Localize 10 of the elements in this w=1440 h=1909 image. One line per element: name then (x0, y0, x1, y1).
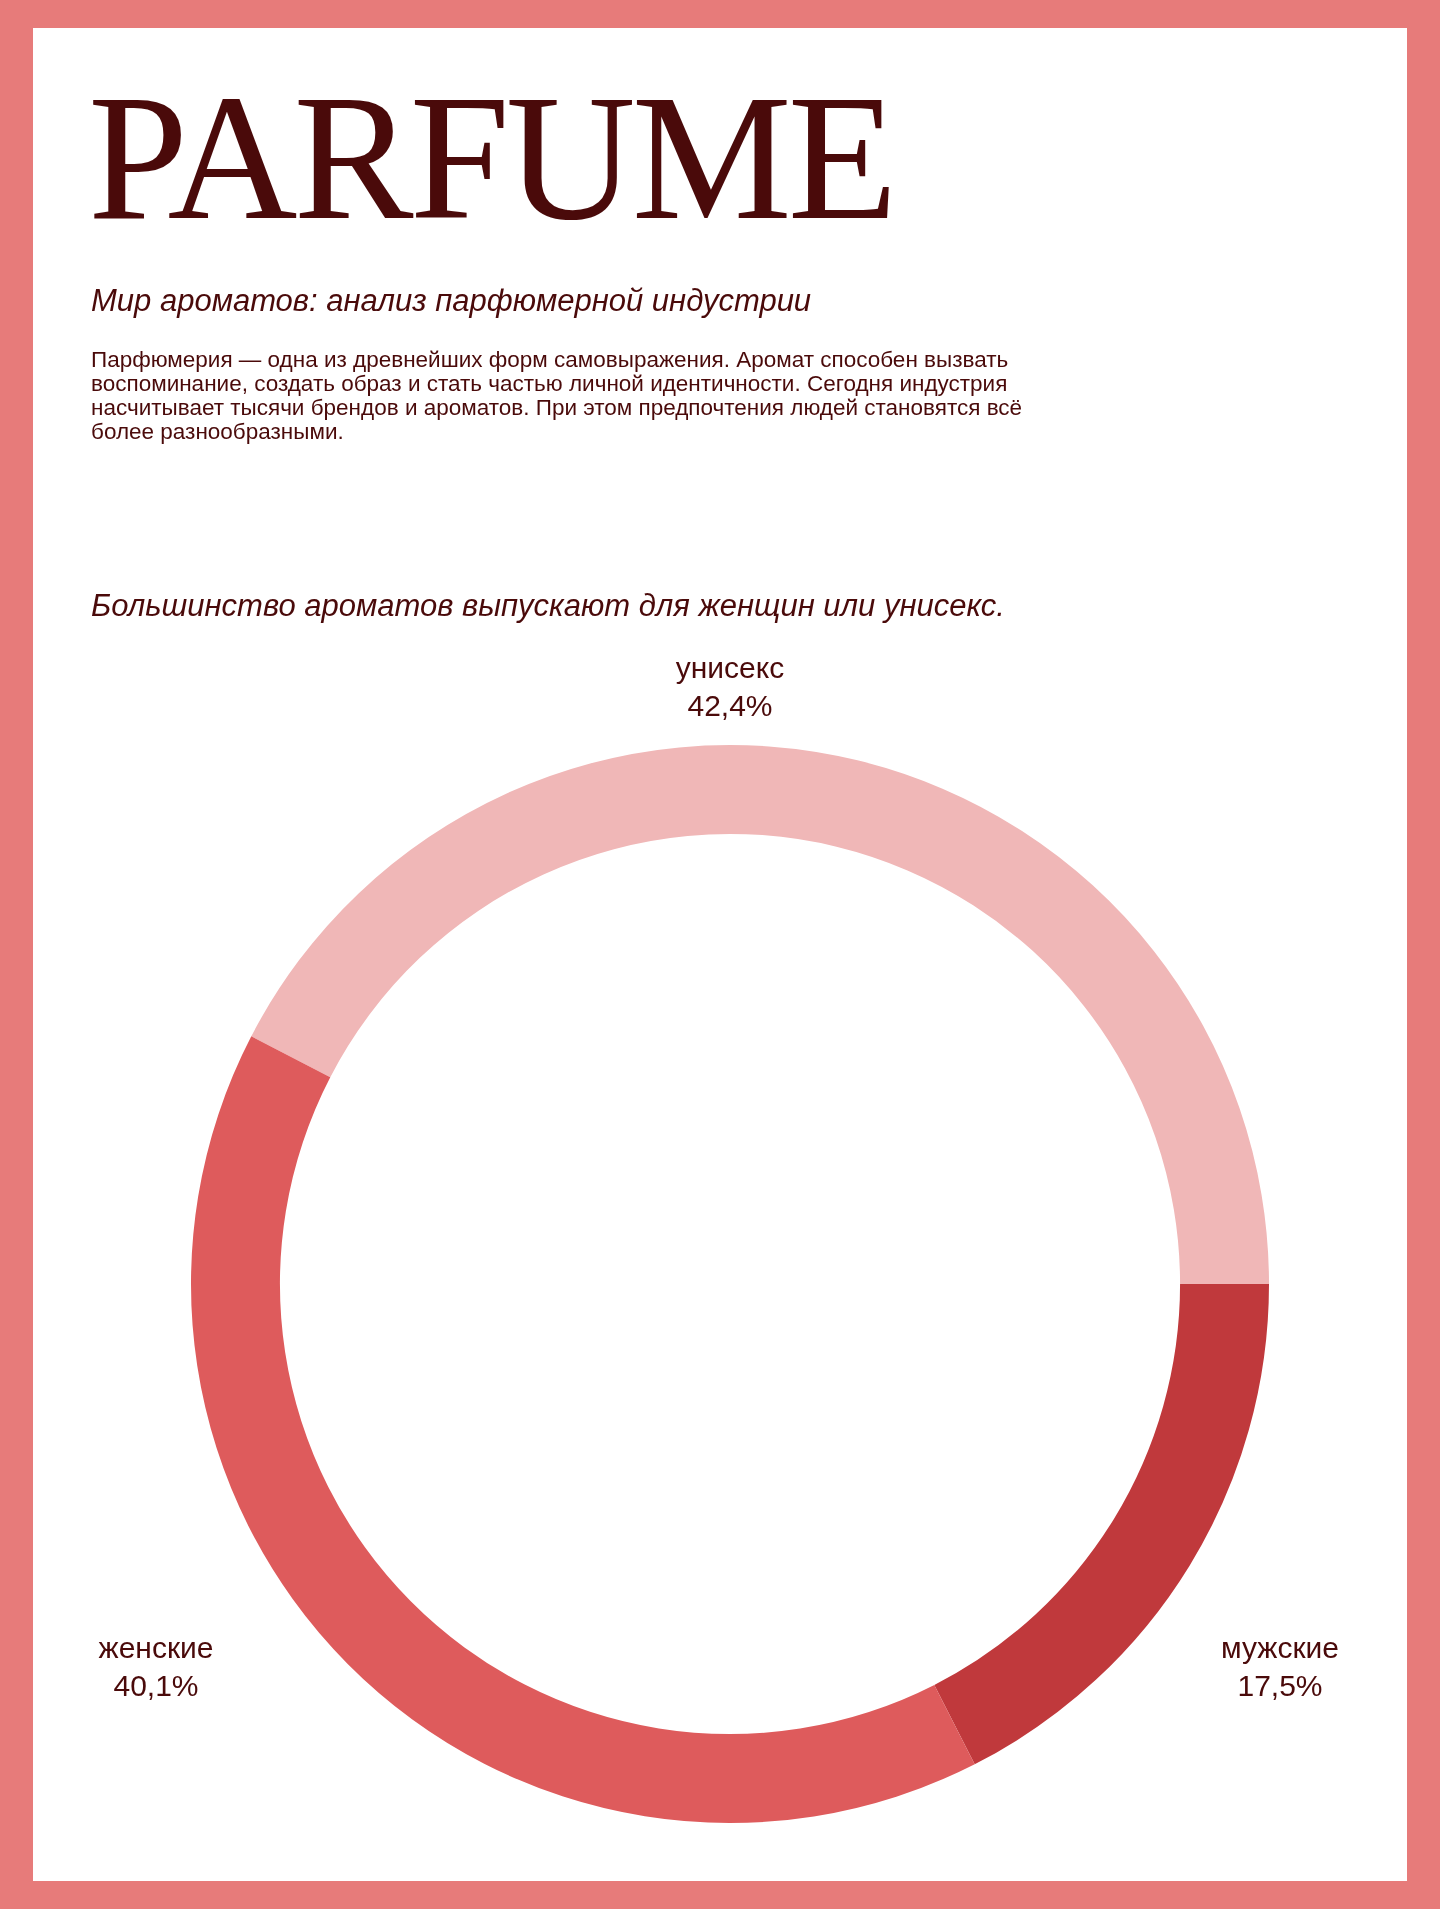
data-label: 17,5% (1237, 1669, 1323, 1703)
slice-label: женские (98, 1631, 214, 1665)
slice-label: унисекс (675, 651, 785, 685)
chart-title: PARFUME (88, 58, 894, 257)
data-label: 40,1% (113, 1669, 199, 1703)
chart-subtitle: Мир ароматов: анализ парфюмерной индустрии (91, 283, 812, 319)
text: Парфюмерия — одна из древнейших форм самовыражения. Аромат способен вызвать воспоминание, создать образ и стать частью личной идентичности. Сегодня индустрия насчитывает тысячи брендов и ароматов. При этом предпочтения людей становятся всё более разнообразными. (91, 347, 1024, 444)
slice-label: мужские (1221, 1631, 1339, 1665)
data-label: 42,4% (687, 689, 773, 723)
text: Большинство ароматов выпускают для женщин или унисекс. (91, 588, 1005, 624)
